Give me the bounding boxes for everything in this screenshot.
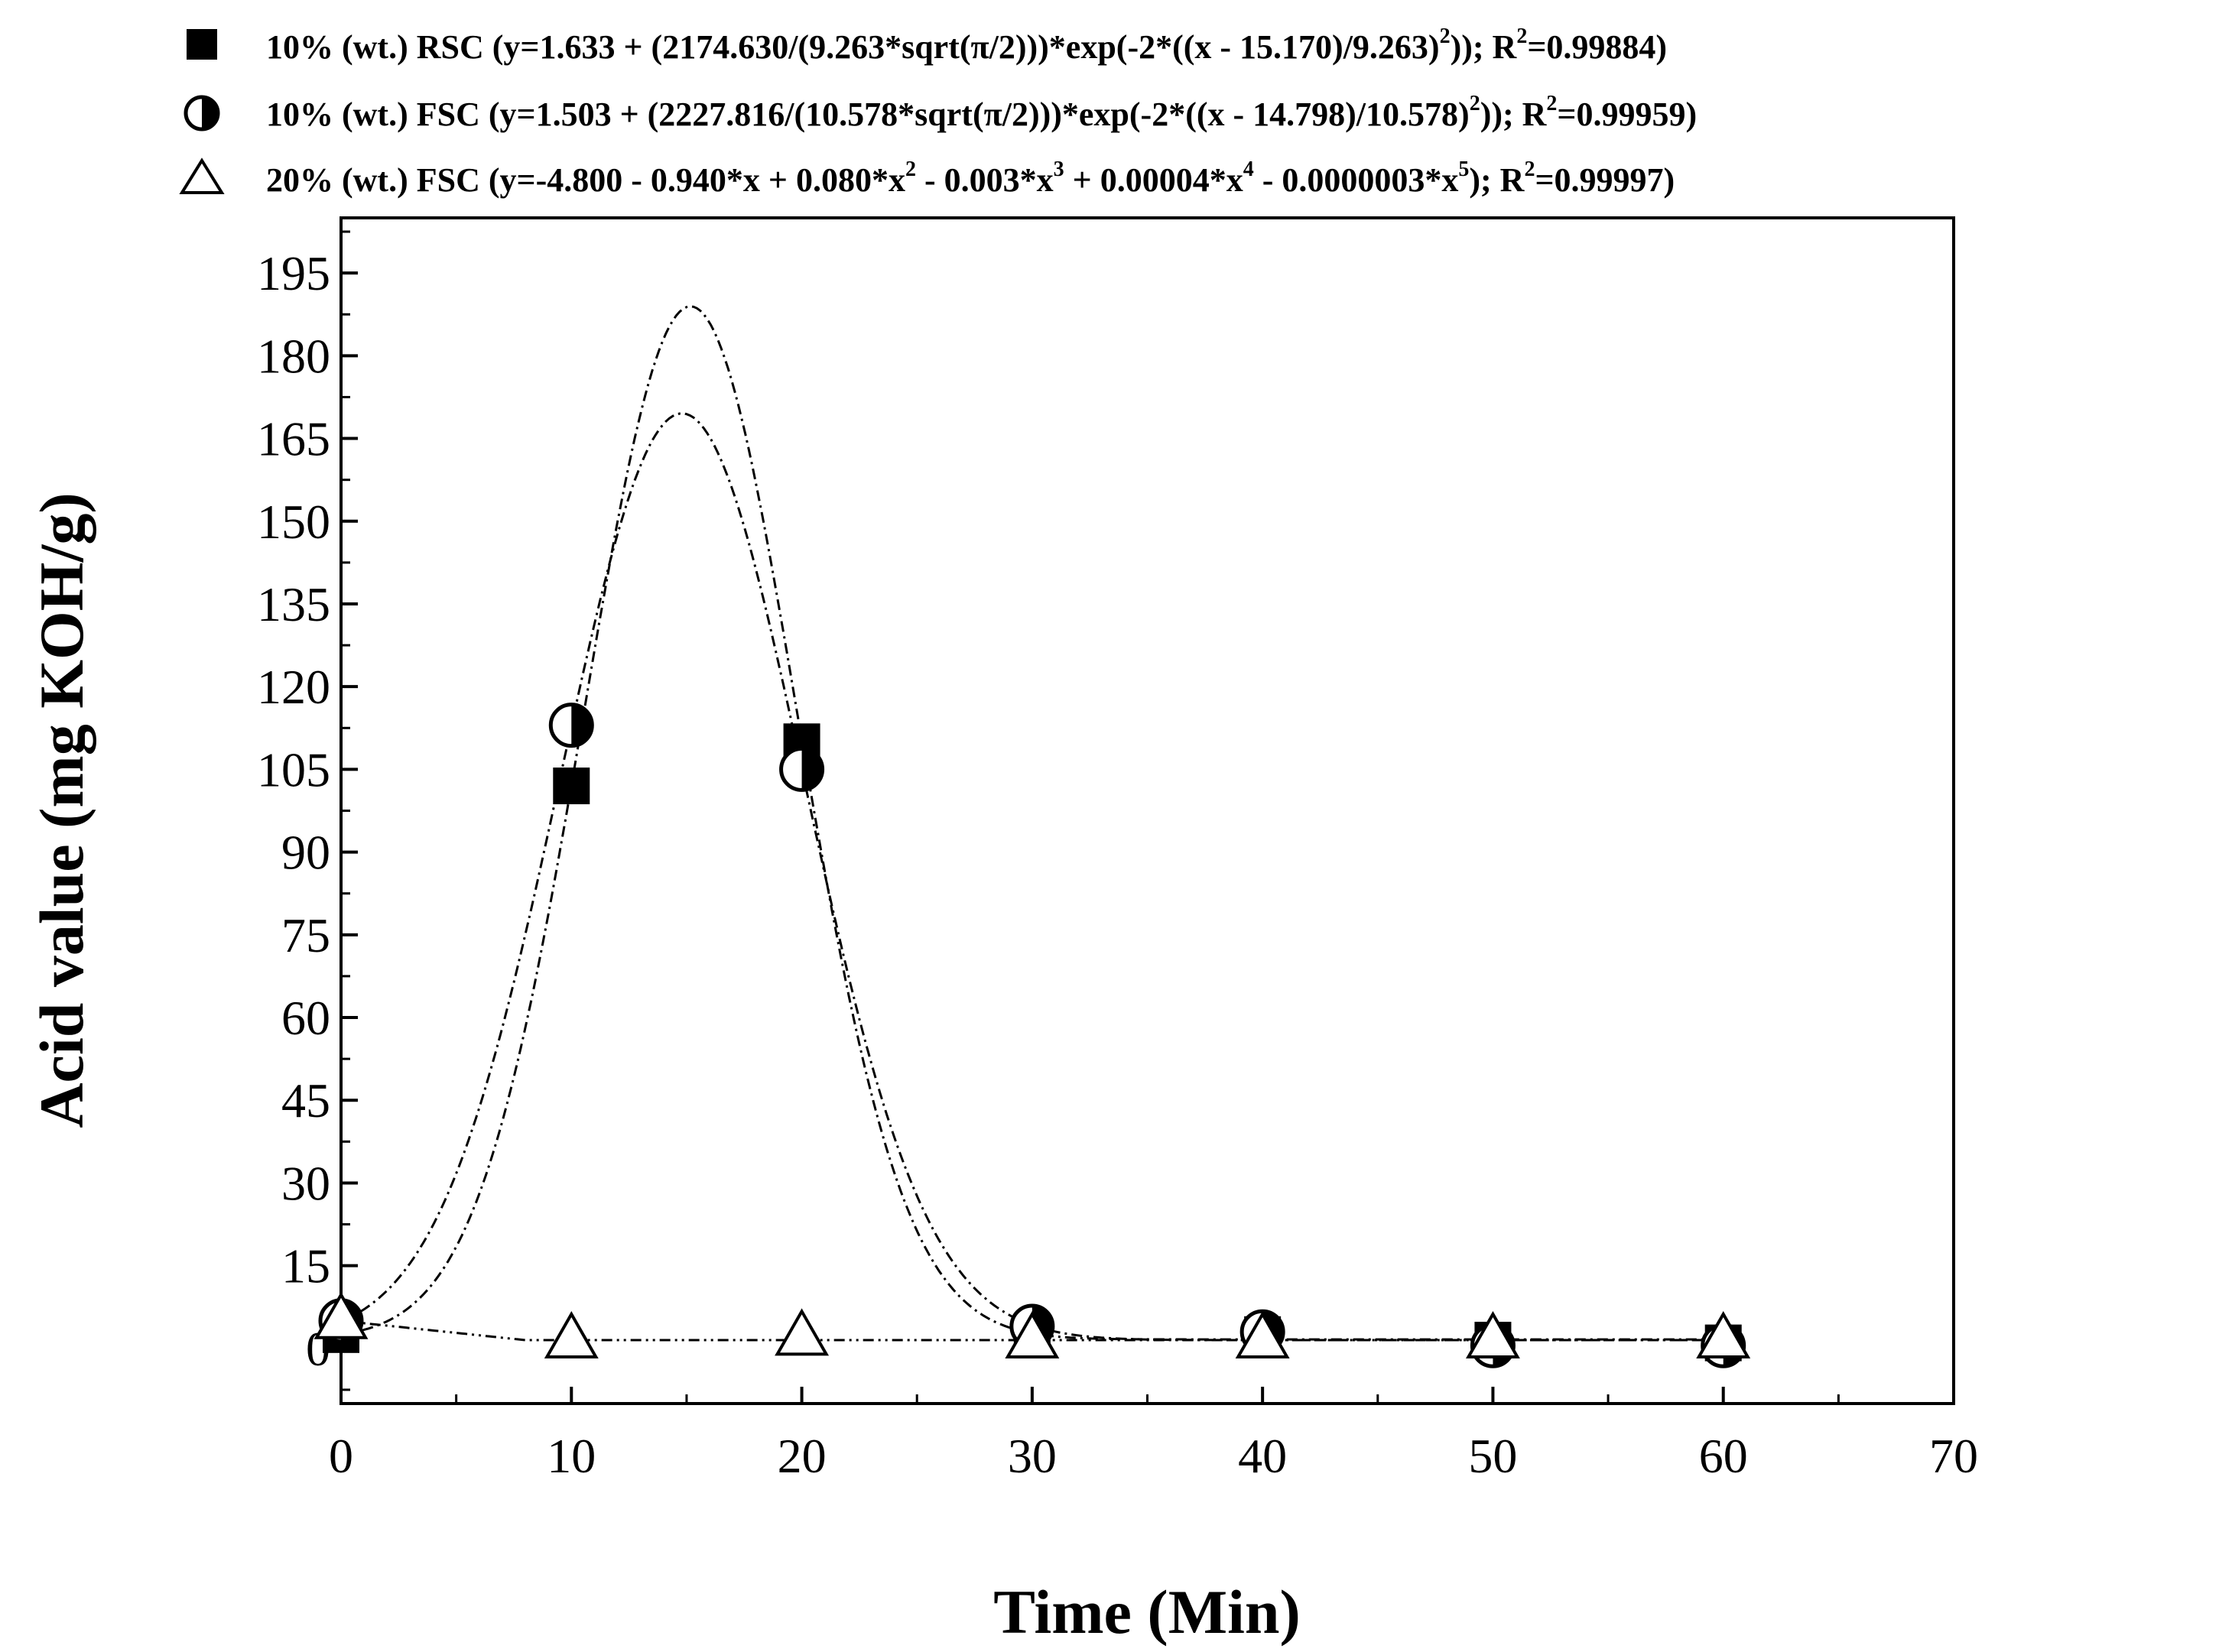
data-point-fsc-10 bbox=[779, 746, 825, 792]
marker-fill bbox=[571, 704, 593, 746]
legend-fsc20-text-e: ); R bbox=[1469, 161, 1525, 199]
legend-rsc-sup-b: 2 bbox=[1516, 24, 1527, 48]
svg-text:20% (wt.) FSC (y=-4.800 - 0.94: 20% (wt.) FSC (y=-4.800 - 0.940*x + 0.08… bbox=[266, 157, 1675, 199]
legend-fsc20-sup-b: 3 bbox=[1054, 157, 1064, 181]
data-point-fsc-20 bbox=[544, 1311, 599, 1359]
x-tick-label: 70 bbox=[1929, 1429, 1978, 1483]
legend-fsc20-text-f: =0.99997) bbox=[1535, 161, 1675, 199]
axis-ticks: 0 10 20 30 40 50 60 700153045607590105120135150… bbox=[257, 230, 1978, 1483]
legend-rsc-text-a: 10% (wt.) RSC (y=1.633 + (2174.630/(9.26… bbox=[266, 28, 1440, 66]
x-tick-label: 20 bbox=[778, 1429, 827, 1483]
x-tick-label: 30 bbox=[1008, 1429, 1057, 1483]
legend-item-fsc-20: 20% (wt.) FSC (y=-4.800 - 0.940*x + 0.08… bbox=[179, 157, 1675, 199]
filled-square-icon bbox=[187, 29, 217, 60]
legend-fsc10-sup-b: 2 bbox=[1546, 92, 1557, 115]
fit-curves bbox=[340, 305, 1724, 1342]
y-tick-label: 45 bbox=[281, 1073, 330, 1128]
data-point-fsc-20 bbox=[775, 1308, 830, 1356]
data-point-rsc-10 bbox=[553, 768, 590, 805]
svg-text:10% (wt.) FSC (y=1.503 + (2227: 10% (wt.) FSC (y=1.503 + (2227.816/(10.5… bbox=[266, 92, 1697, 133]
legend-fsc20-sup-e: 2 bbox=[1524, 157, 1535, 181]
y-tick-label: 60 bbox=[281, 991, 330, 1045]
y-tick-label: 180 bbox=[257, 329, 330, 383]
x-tick-label: 60 bbox=[1699, 1429, 1748, 1483]
data-point-fsc-20 bbox=[1235, 1311, 1290, 1359]
data-point-fsc-20 bbox=[1696, 1311, 1751, 1359]
legend-fsc20-sup-a: 2 bbox=[905, 157, 916, 181]
y-axis-title: Acid value (mg KOH/g) bbox=[27, 492, 96, 1128]
y-tick-label: 90 bbox=[281, 826, 330, 880]
data-point-fsc-20 bbox=[1005, 1311, 1060, 1359]
plot-frame bbox=[340, 216, 1955, 1405]
y-tick-label: 135 bbox=[257, 577, 330, 631]
x-axis-title: Time (Min) bbox=[993, 1577, 1301, 1647]
y-tick-label: 150 bbox=[257, 495, 330, 549]
data-point-fsc-20 bbox=[314, 1291, 369, 1339]
legend-item-rsc-10: 10% (wt.) RSC (y=1.633 + (2174.630/(9.26… bbox=[187, 24, 1667, 66]
y-tick-label: 120 bbox=[257, 660, 330, 714]
legend-fsc20-text-b: - 0.003*x bbox=[916, 161, 1054, 199]
legend-fsc10-text-b: )); R bbox=[1480, 96, 1548, 133]
x-tick-label: 50 bbox=[1468, 1429, 1517, 1483]
y-tick-label: 105 bbox=[257, 742, 330, 797]
legend-rsc-text-b: )); R bbox=[1451, 28, 1518, 66]
legend-fsc20-text-c: + 0.00004*x bbox=[1064, 161, 1243, 199]
x-tick-label: 40 bbox=[1238, 1429, 1287, 1483]
half-filled-circle-icon bbox=[184, 95, 220, 131]
open-triangle-icon bbox=[179, 157, 225, 194]
legend: 10% (wt.) RSC (y=1.633 + (2174.630/(9.26… bbox=[179, 24, 1697, 199]
fit-curve-rsc-10 bbox=[340, 305, 1724, 1341]
y-tick-label: 195 bbox=[257, 246, 330, 300]
svg-text:10% (wt.) RSC (y=1.633 + (2174: 10% (wt.) RSC (y=1.633 + (2174.630/(9.26… bbox=[266, 24, 1667, 66]
y-tick-label: 165 bbox=[257, 412, 330, 466]
legend-fsc10-text-c: =0.99959) bbox=[1557, 96, 1697, 133]
legend-fsc20-sup-d: 5 bbox=[1458, 157, 1469, 181]
legend-fsc10-text-a: 10% (wt.) FSC (y=1.503 + (2227.816/(10.5… bbox=[266, 96, 1470, 133]
marker-fill bbox=[801, 748, 823, 790]
x-tick-label: 10 bbox=[547, 1429, 596, 1483]
legend-fsc20-sup-c: 4 bbox=[1243, 157, 1254, 181]
data-point-fsc-20 bbox=[1465, 1311, 1520, 1359]
y-tick-label: 75 bbox=[281, 908, 330, 962]
y-tick-label: 15 bbox=[281, 1239, 330, 1293]
legend-item-fsc-10: 10% (wt.) FSC (y=1.503 + (2227.816/(10.5… bbox=[184, 92, 1697, 133]
legend-fsc20-text-d: - 0.0000003*x bbox=[1254, 161, 1459, 199]
data-point-fsc-10 bbox=[548, 703, 594, 748]
fit-curve-fsc-10 bbox=[340, 412, 1724, 1342]
legend-rsc-text-c: =0.99884) bbox=[1527, 28, 1667, 66]
legend-fsc20-text-a: 20% (wt.) FSC (y=-4.800 - 0.940*x + 0.08… bbox=[266, 161, 905, 199]
data-points bbox=[314, 703, 1751, 1368]
legend-rsc-sup-a: 2 bbox=[1440, 24, 1451, 48]
legend-fsc10-sup-a: 2 bbox=[1470, 92, 1480, 115]
y-tick-label: 30 bbox=[281, 1156, 330, 1210]
x-tick-label: 0 bbox=[329, 1429, 353, 1483]
